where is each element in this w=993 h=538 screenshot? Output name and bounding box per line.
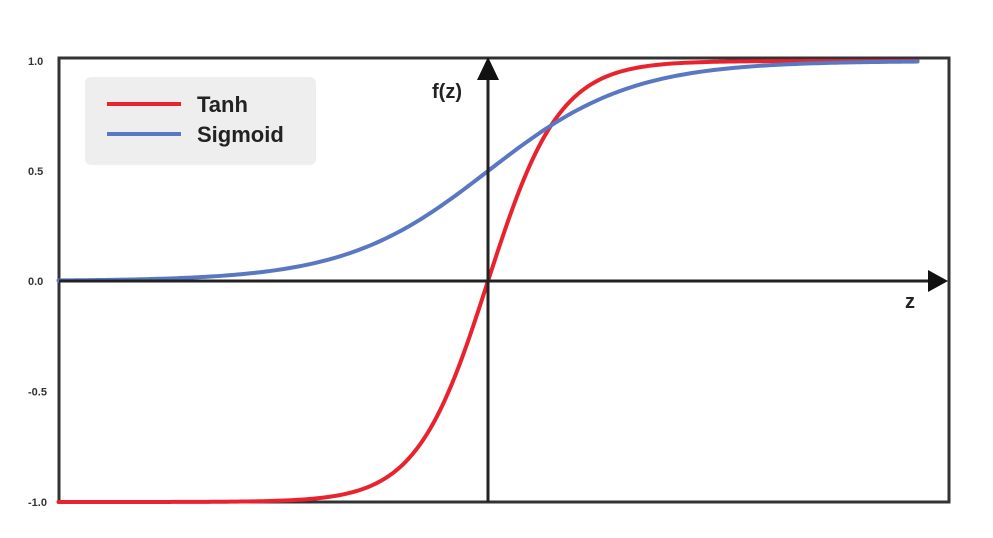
y-axis-arrow	[477, 57, 499, 80]
y-tick-label: -0.5	[28, 387, 47, 399]
y-tick-label: 0.5	[28, 166, 43, 178]
y-tick-labels: 1.0 0.5 0.0 -0.5 -1.0	[28, 56, 47, 509]
y-axis-label: f(z)	[432, 81, 462, 103]
legend-box	[85, 77, 316, 165]
y-tick-label: -1.0	[28, 497, 47, 509]
x-axis-label: z	[905, 291, 915, 313]
x-axis-arrow	[928, 270, 948, 292]
legend-label-tanh: Tanh	[197, 92, 248, 117]
legend-label-sigmoid: Sigmoid	[197, 122, 284, 147]
y-tick-label: 0.0	[28, 276, 43, 288]
y-tick-label: 1.0	[28, 56, 43, 68]
legend: Tanh Sigmoid	[85, 77, 316, 165]
